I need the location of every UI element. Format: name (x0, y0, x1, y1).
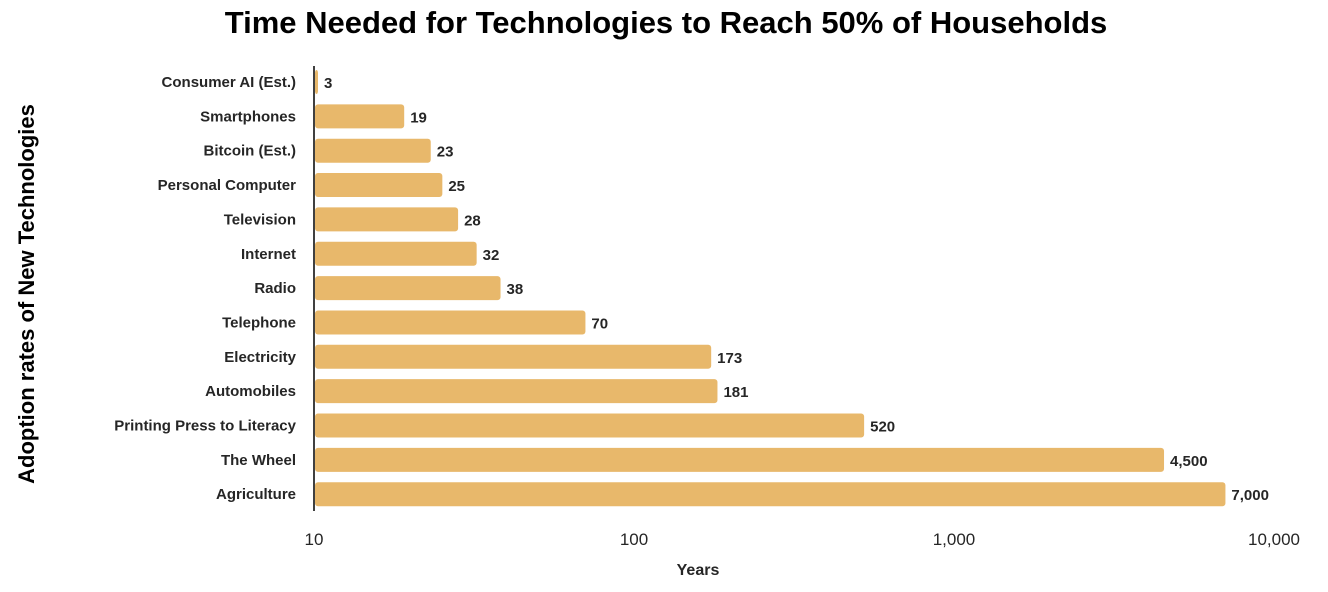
x-tick-label: 10,000 (1248, 530, 1300, 549)
data-labels: 3 19 23 25 28 32 38 70 173 181 520 4,500 7,000 (324, 75, 1269, 504)
data-label: 173 (717, 350, 742, 367)
data-label: 28 (464, 212, 481, 229)
bar-11 (315, 447, 1165, 472)
bar-7 (315, 310, 586, 335)
y-axis-label: Adoption rates of New Technologies (14, 104, 39, 484)
category-label: Agriculture (216, 486, 296, 503)
x-axis-label: Years (677, 562, 720, 579)
category-label: Radio (254, 280, 296, 297)
category-label: Smartphones (200, 108, 296, 125)
bar-0 (315, 70, 318, 94)
bar-2 (315, 138, 431, 163)
data-label: 23 (437, 144, 454, 161)
bar-1 (315, 104, 405, 129)
category-label: The Wheel (221, 452, 296, 469)
x-tick-label: 10 (305, 530, 324, 549)
data-label: 25 (448, 178, 465, 195)
data-label: 19 (410, 109, 427, 126)
bar-5 (315, 241, 477, 266)
category-label: Personal Computer (158, 177, 297, 194)
category-label: Electricity (224, 349, 296, 366)
data-label: 38 (507, 281, 524, 298)
data-label: 70 (591, 315, 608, 332)
x-tick-labels: 10 100 1,000 10,000 (305, 530, 1300, 549)
category-labels: Consumer AI (Est.) Smartphones Bitcoin (Es… (114, 74, 296, 503)
category-label: Television (224, 211, 296, 228)
x-tick-label: 1,000 (933, 530, 976, 549)
data-label: 181 (723, 384, 748, 401)
data-label: 4,500 (1170, 453, 1208, 470)
category-label: Telephone (222, 314, 296, 331)
data-label: 520 (870, 419, 895, 436)
data-label: 32 (483, 247, 500, 264)
category-label: Consumer AI (Est.) (162, 74, 296, 91)
x-tick-label: 100 (620, 530, 648, 549)
data-label: 3 (324, 75, 332, 92)
category-label: Printing Press to Literacy (114, 418, 296, 435)
bar-9 (315, 379, 718, 404)
bars-group (315, 70, 1226, 507)
bar-12 (315, 482, 1226, 507)
data-label: 7,000 (1231, 487, 1269, 504)
bar-3 (315, 173, 443, 198)
category-label: Automobiles (205, 383, 296, 400)
bar-8 (315, 344, 712, 369)
bar-10 (315, 413, 865, 438)
bar-4 (315, 207, 459, 232)
category-label: Internet (241, 246, 296, 263)
category-label: Bitcoin (Est.) (204, 143, 297, 160)
chart-title: Time Needed for Technologies to Reach 50… (225, 5, 1108, 40)
bar-6 (315, 276, 501, 301)
